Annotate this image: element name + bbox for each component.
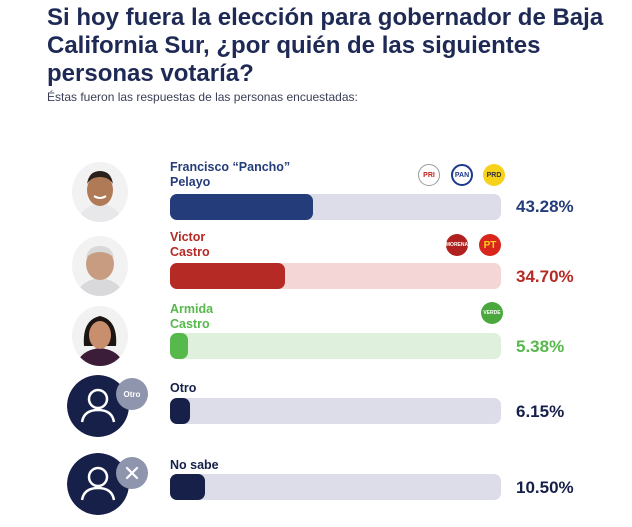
bar-no-sabe <box>170 474 205 500</box>
pri-logo: PRI <box>418 164 440 186</box>
chart-subtitle: Éstas fueron las respuestas de las perso… <box>47 90 358 104</box>
candidate-name: Victor Castro <box>170 230 210 259</box>
option-name: No sabe <box>170 458 219 472</box>
bar-victor-castro <box>170 263 285 289</box>
pan-logo: PAN <box>451 164 473 186</box>
chart-title: Si hoy fuera la elección para gobernador… <box>47 4 604 87</box>
bar-track <box>170 333 501 359</box>
bar-track <box>170 263 501 289</box>
value-label: 43.28% <box>516 197 574 216</box>
pt-logo: PT <box>479 234 501 256</box>
candidate-name: Francisco “Pancho” Pelayo <box>170 160 291 189</box>
otro-badge: Otro <box>116 378 148 410</box>
bar-track <box>170 398 501 424</box>
pvem-logo: VERDE <box>481 302 503 324</box>
option-row-otro: Otro Otro 6.15% <box>0 375 632 446</box>
bar-armida-castro <box>170 333 188 359</box>
bar-pelayo <box>170 194 314 220</box>
option-name: Otro <box>170 381 197 395</box>
user-icon <box>67 453 129 515</box>
user-icon <box>67 375 129 437</box>
bar-otro <box>170 398 191 424</box>
bar-track <box>170 194 501 220</box>
prd-logo: PRD <box>483 164 505 186</box>
option-row-no-sabe: No sabe 10.50% <box>0 453 632 527</box>
value-label: 6.15% <box>516 402 565 421</box>
x-icon <box>116 457 148 489</box>
value-label: 34.70% <box>516 267 574 286</box>
candidate-row-victor-castro: Victor Castro MORENA PT 34.70% <box>0 230 632 300</box>
candidate-name: Armida Castro <box>170 302 214 331</box>
candidate-photo-armida-castro <box>72 306 128 366</box>
candidate-row-armida-castro: Armida Castro VERDE 5.38% <box>0 302 632 372</box>
bar-track <box>170 474 501 500</box>
value-label: 10.50% <box>516 478 574 497</box>
morena-logo: MORENA <box>446 234 468 256</box>
candidate-row-pelayo: Francisco “Pancho” Pelayo PRI PAN PRD 43… <box>0 160 632 230</box>
candidate-photo-pelayo <box>72 162 128 222</box>
value-label: 5.38% <box>516 337 565 356</box>
candidate-photo-victor-castro <box>72 236 128 296</box>
